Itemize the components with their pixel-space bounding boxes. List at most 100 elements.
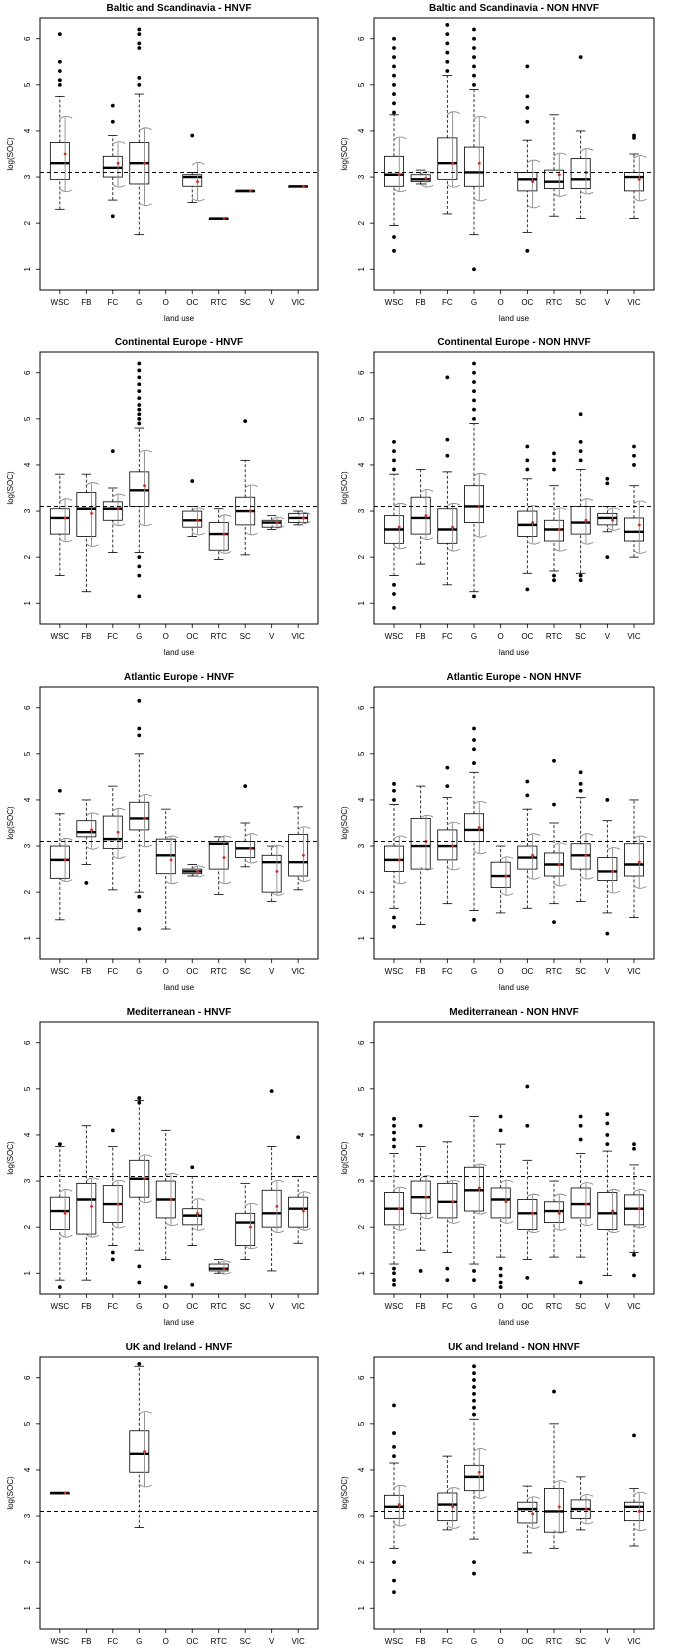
box-vic: [624, 799, 647, 918]
box-rtc: [544, 114, 567, 217]
box-iqr: [410, 817, 431, 870]
outlier-point: [472, 738, 476, 742]
box-iqr: [76, 492, 97, 537]
mean-point: [222, 532, 226, 536]
x-tick-label: V: [605, 632, 611, 641]
outlier-point: [578, 412, 583, 417]
outlier-point: [190, 479, 195, 483]
y-tick-label: 2: [357, 220, 366, 225]
mean-ci-cap: [580, 540, 594, 545]
outlier-point: [472, 398, 476, 403]
box-vic: [624, 133, 647, 219]
outlier-point: [472, 1391, 476, 1396]
outlier-point: [578, 573, 583, 578]
mean-ci-cap: [191, 197, 205, 202]
box-vic: [624, 444, 647, 558]
mean-ci-cap: [191, 531, 205, 536]
mean-ci-cap: [527, 833, 541, 837]
outlier-point: [137, 382, 142, 387]
box-g: [129, 1362, 152, 1528]
box-o: [155, 808, 179, 930]
y-tick-label: 6: [357, 370, 366, 375]
x-tick-label: VIC: [291, 632, 305, 641]
outlier-point: [445, 41, 450, 46]
outlier-point: [392, 1116, 396, 1121]
mean-ci-cap: [420, 866, 434, 871]
x-tick-label: RTC: [546, 967, 563, 976]
x-tick-label: OC: [186, 298, 198, 307]
y-tick-label: 5: [357, 1421, 366, 1426]
mean-point: [477, 826, 481, 830]
mean-ci-cap: [553, 547, 567, 552]
x-tick-label: FC: [442, 967, 453, 976]
box-fb: [76, 1125, 99, 1281]
outlier-point: [525, 467, 530, 472]
box-fb: [410, 169, 434, 188]
mean-point: [397, 858, 401, 862]
outlier-point: [57, 82, 62, 87]
y-tick-label: 2: [23, 1559, 32, 1564]
mean-ci-cap: [553, 1227, 567, 1231]
x-tick-label: FB: [81, 298, 91, 307]
mean-ci-cap: [447, 1487, 461, 1491]
outlier-point: [137, 389, 142, 394]
mean-ci-cap: [271, 516, 285, 521]
outlier-point: [578, 788, 583, 793]
panel-title: Baltic and Scandinavia - NON HNVF: [429, 3, 599, 14]
box-oc: [517, 779, 541, 909]
x-tick-label: VIC: [627, 1637, 641, 1646]
y-axis-label: log(SOC): [340, 1141, 349, 1175]
box-sc: [235, 189, 256, 193]
box-vic: [288, 184, 309, 188]
box-iqr: [49, 1196, 70, 1230]
y-tick-label: 4: [357, 797, 366, 802]
x-axis-label: land use: [499, 648, 530, 657]
x-tick-label: FB: [416, 298, 426, 307]
plot-frame: [39, 1021, 319, 1295]
x-axis-label: land use: [499, 983, 530, 992]
outlier-point: [57, 788, 62, 793]
box-g: [463, 1116, 487, 1283]
mean-ci-cap: [500, 856, 514, 860]
outlier-point: [57, 1142, 62, 1147]
box-iqr: [129, 801, 150, 831]
y-tick-label: 2: [357, 1559, 366, 1564]
x-tick-label: RTC: [211, 632, 228, 641]
x-tick-label: FC: [107, 298, 118, 307]
y-tick-label: 1: [357, 935, 366, 940]
outlier-point: [392, 1431, 396, 1435]
mean-ci-cap: [59, 538, 73, 543]
box-iqr: [570, 506, 591, 535]
box-sc: [570, 1114, 594, 1285]
mean-point: [584, 1507, 588, 1511]
x-tick-label: SC: [240, 967, 251, 976]
box-iqr: [463, 146, 484, 187]
outlier-point: [392, 1578, 396, 1583]
outlier-point: [137, 361, 142, 366]
mean-ci-cap: [633, 197, 647, 202]
x-tick-label: OC: [521, 967, 533, 976]
mean-ci-cap: [218, 1260, 232, 1265]
box-iqr: [76, 820, 97, 838]
outlier-point: [190, 1165, 195, 1170]
outlier-point: [498, 1280, 503, 1285]
mean-ci-cap: [112, 183, 126, 188]
x-tick-label: VIC: [627, 967, 641, 976]
mean-ci-cap: [244, 859, 258, 864]
box-iqr: [624, 843, 645, 877]
outlier-point: [472, 82, 476, 87]
y-tick-label: 4: [357, 462, 366, 467]
outlier-point: [445, 375, 450, 380]
mean-ci-cap: [633, 1491, 647, 1496]
mean-ci-cap: [447, 821, 461, 826]
mean-point: [196, 518, 199, 522]
outlier-point: [552, 578, 556, 583]
x-tick-label: O: [163, 1637, 169, 1646]
outlier-point: [525, 458, 530, 463]
x-tick-label: WSC: [51, 298, 70, 307]
outlier-point: [392, 46, 396, 50]
mean-ci-cap: [527, 1525, 541, 1529]
mean-ci-cap: [86, 1234, 99, 1238]
mean-point: [275, 521, 279, 524]
